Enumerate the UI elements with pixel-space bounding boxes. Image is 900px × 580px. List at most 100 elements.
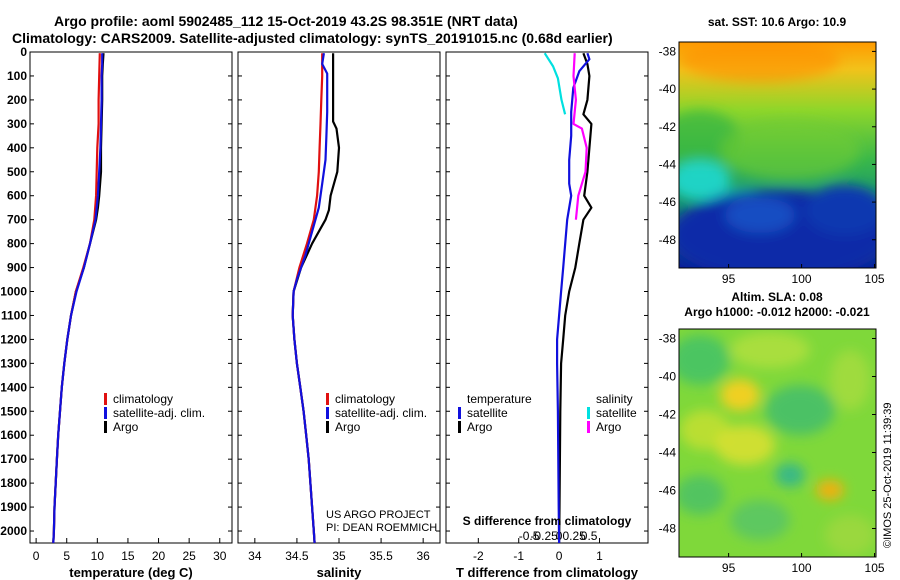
sla-map-frame [678,328,877,558]
depth-axis: 0 100 200 300 400 500 600 700 800 900 1000 1100 1200… [0,45,27,538]
temperature-legend: climatology satellite-adj. clim. Argo [104,392,205,434]
t-difference-axis-label: T difference from climatology [456,565,639,580]
s-diff-tick-label: -0.5 [519,529,540,543]
depth-tick-label: 1900 [0,500,27,514]
difference-panel-frame [445,51,649,544]
project-credit: US ARGO PROJECT [326,509,431,521]
figure-title-line2: Climatology: CARS2009. Satellite-adjuste… [12,30,613,46]
x-tick-label: 15 [121,549,135,563]
x-tick-label: 20 [152,549,166,563]
depth-tick-label: 1200 [0,332,27,346]
map-x-tick-label: 105 [865,272,885,286]
x-tick-label: 0 [33,549,40,563]
legend-swatch-t-satellite [458,407,461,419]
sst-map-title: sat. SST: 10.6 Argo: 10.9 [708,15,847,29]
legend-label-climatology: climatology [335,392,395,406]
series-line-t-satellite [556,52,591,544]
map-y-tick-label: -48 [659,233,677,247]
map-x-tick-label: 100 [792,272,812,286]
legend-title-salinity: salinity [596,392,633,406]
depth-tick-label: 1400 [0,380,27,394]
map-y-tick-label: -46 [659,195,677,209]
legend-label-s-argo: Argo [596,420,622,434]
depth-tick-label: 0 [20,45,27,59]
sst-map [679,42,876,268]
salinity-panel-frame [237,51,441,544]
depth-tick-label: 700 [7,213,27,227]
map-y-tick-label: -38 [659,332,677,346]
sla-map [679,329,876,557]
x-tick-label: -2 [473,549,484,563]
legend-swatch-climatology [326,393,329,405]
x-tick-label: 34 [248,549,262,563]
series-line-satellite-adj-clim- [291,53,329,544]
sla-map-title-line1: Altim. SLA: 0.08 [731,290,823,304]
figure-title-line1: Argo profile: aoml 5902485_112 15-Oct-20… [54,13,518,29]
x-tick-label: 25 [182,549,196,563]
map-x-tick-label: 100 [792,561,812,575]
map-y-tick-label: -46 [659,484,677,498]
series-line-satellite-adj-clim- [52,53,104,544]
map-y-tick-label: -40 [659,370,677,384]
salinity-axis-label: salinity [317,565,363,580]
legend-swatch-s-satellite [587,407,590,419]
map-y-tick-label: -38 [659,44,677,58]
map-y-tick-label: -40 [659,82,677,96]
x-tick-label: 1 [596,549,603,563]
temperature-panel-frame [29,51,233,544]
legend-label-satellite-adj: satellite-adj. clim. [113,406,205,420]
depth-tick-label: 1600 [0,428,27,442]
series-line-argo [52,53,105,544]
map-y-tick-label: -44 [659,446,677,460]
depth-tick-label: 1800 [0,476,27,490]
map-y-tick-label: -42 [659,408,677,422]
s-diff-tick-label: 0.25 [562,529,586,543]
depth-tick-label: 600 [7,189,27,203]
imos-watermark: ©IMOS 25-Oct-2019 11:39:39 [882,403,894,548]
x-tick-label: 5 [63,549,70,563]
series-line-s-satellite [543,52,567,115]
salinity-chart: 34 34.5 35 35.5 36 [238,51,440,563]
x-tick-label: -1 [513,549,524,563]
s-diff-tick-label: 0.5 [581,529,598,543]
salinity-legend: climatology satellite-adj. clim. Argo [326,392,427,434]
x-tick-label: 35 [332,549,346,563]
depth-tick-label: 2000 [0,524,27,538]
x-tick-label: 0 [556,549,563,563]
legend-label-t-satellite: satellite [467,406,508,420]
temperature-axis-label: temperature (deg C) [69,565,193,580]
map-y-tick-label: -42 [659,120,677,134]
pi-credit: PI: DEAN ROEMMICH [326,522,437,534]
depth-tick-label: 900 [7,261,27,275]
s-diff-tick-label: -0.25 [530,529,558,543]
depth-tick-label: 400 [7,141,27,155]
x-tick-label: 34.5 [285,549,309,563]
depth-tick-label: 1000 [0,285,27,299]
temperature-chart: 0 5 10 15 20 25 30 [30,51,232,563]
s-difference-axis-label: S difference from climatology [463,514,632,528]
sla-map-axes: 95 100 105 -38 -40 -42 -44 -46 -48 [659,332,885,576]
x-tick-label: 30 [213,549,227,563]
series-line-climatology [52,53,101,544]
series-line-argo [291,53,341,544]
sst-map-frame [678,41,877,269]
x-tick-label: 10 [91,549,105,563]
series-line-s-argo [572,53,588,220]
legend-swatch-t-argo [458,421,461,433]
legend-label-t-argo: Argo [467,420,493,434]
depth-tick-label: 300 [7,117,27,131]
depth-tick-label: 1700 [0,452,27,466]
map-y-tick-label: -44 [659,157,677,171]
sst-map-axes: 95 100 105 -38 -40 -42 -44 -46 -48 [659,44,885,286]
map-x-tick-label: 95 [722,272,736,286]
legend-title-temperature: temperature [467,392,532,406]
legend-swatch-satellite-adj [104,407,107,419]
depth-tick-label: 1300 [0,356,27,370]
difference-legend: temperature satellite Argo salinity sate… [458,392,637,434]
depth-tick-label: 200 [7,93,27,107]
legend-label-s-satellite: satellite [596,406,637,420]
legend-label-climatology: climatology [113,392,173,406]
sla-map-title-line2: Argo h1000: -0.012 h2000: -0.021 [684,305,870,319]
legend-label-argo: Argo [335,420,361,434]
